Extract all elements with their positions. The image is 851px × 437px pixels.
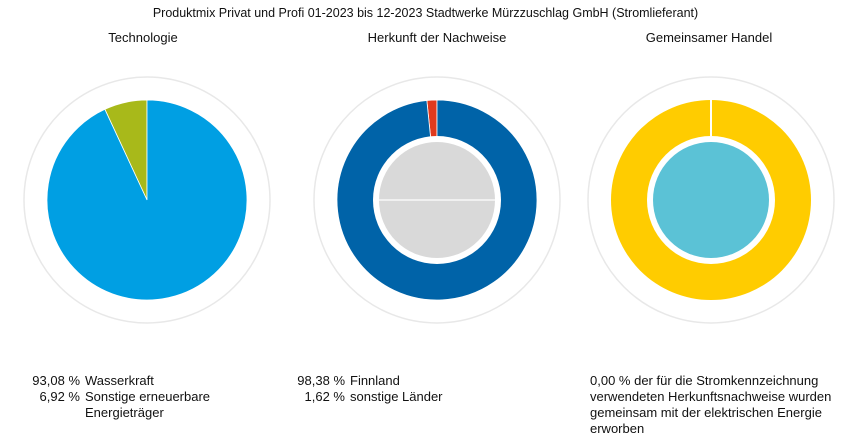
legend-technologie: 93,08 % Wasserkraft 6,92 % Sonstige erne… bbox=[20, 373, 230, 421]
donut-chart-herkunft bbox=[313, 76, 561, 324]
legend-row: 93,08 % Wasserkraft bbox=[20, 373, 230, 389]
legend-row: 1,62 % sonstige Länder bbox=[295, 389, 443, 405]
legend-row: 98,38 % Finnland bbox=[295, 373, 443, 389]
legend-label: Sonstige erneuerbare Energieträger bbox=[85, 389, 211, 420]
legend-row: 6,92 % Sonstige erneuerbare Energieträge… bbox=[20, 389, 230, 421]
legend-label: sonstige Länder bbox=[350, 389, 443, 404]
donut-chart-handel bbox=[587, 76, 835, 324]
outer-ring bbox=[23, 76, 271, 324]
legend-label: Wasserkraft bbox=[85, 373, 154, 388]
legend-herkunft: 98,38 % Finnland 1,62 % sonstige Länder bbox=[295, 373, 443, 405]
chart-title-handel: Gemeinsamer Handel bbox=[645, 30, 773, 45]
legend-handel-note: 0,00 % der für die Stromkennzeichnung ve… bbox=[590, 373, 832, 436]
legend-value: 93,08 % bbox=[32, 373, 80, 388]
pie-slice bbox=[46, 99, 248, 301]
chart-title-technologie: Technologie bbox=[108, 30, 178, 45]
pie-chart-technologie bbox=[23, 76, 271, 324]
legend-label: Finnland bbox=[350, 373, 400, 388]
legend-value: 6,92 % bbox=[39, 389, 80, 404]
inner-circle bbox=[653, 142, 769, 258]
outer-ring bbox=[587, 76, 835, 324]
legend-value: 1,62 % bbox=[304, 389, 345, 404]
chart-title-herkunft: Herkunft der Nachweise bbox=[367, 30, 507, 45]
legend-value: 98,38 % bbox=[297, 373, 345, 388]
chart-main-title: Produktmix Privat und Profi 01-2023 bis … bbox=[152, 6, 699, 20]
outer-ring bbox=[313, 76, 561, 324]
